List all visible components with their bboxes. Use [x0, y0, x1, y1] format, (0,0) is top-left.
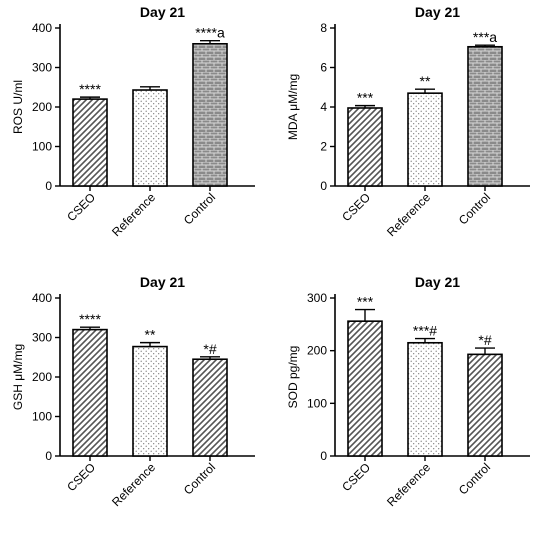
chart-title: Day 21 — [415, 274, 460, 290]
category-label: CSEO — [339, 460, 373, 494]
y-tick-label: 100 — [307, 396, 327, 410]
y-tick-label: 100 — [32, 140, 52, 154]
y-tick-label: 300 — [307, 291, 327, 305]
bar-cseo — [72, 98, 108, 187]
significance-label: *# — [478, 332, 491, 348]
ros-chart-panel: Day 21 ROS U/ml 0 100 200 300 400 **** CSEO Refer… — [0, 0, 275, 270]
y-tick-label: 200 — [32, 370, 52, 384]
category-label: CSEO — [64, 460, 98, 494]
y-tick-label: 0 — [320, 179, 327, 193]
category-label: Control — [181, 460, 218, 497]
y-tick-label: 0 — [320, 449, 327, 463]
significance-label: *# — [203, 341, 216, 357]
y-tick-label: 6 — [320, 61, 327, 75]
category-label: Reference — [109, 460, 158, 509]
significance-label: ***# — [413, 323, 437, 339]
category-label: Reference — [384, 460, 433, 509]
bar-reference — [407, 92, 443, 187]
bar-control — [192, 42, 228, 187]
significance-label: *** — [357, 90, 374, 106]
category-label: Control — [181, 190, 218, 227]
category-label: CSEO — [339, 190, 373, 224]
category-label: Reference — [384, 190, 433, 239]
y-axis-label: MDA μM/mg — [286, 74, 300, 140]
y-tick-label: 300 — [32, 331, 52, 345]
significance-label: *** — [357, 294, 374, 310]
sod-chart-panel: Day 21 SOD pg/mg 0 100 200 300 *** CSEO ***# Refe… — [275, 270, 550, 540]
y-tick-label: 0 — [45, 449, 52, 463]
y-tick-label: 200 — [32, 100, 52, 114]
category-label: Reference — [109, 190, 158, 239]
bar-reference — [132, 89, 168, 187]
mda-chart-panel: Day 21 MDA μM/mg 0 2 4 6 8 *** CSEO ** Reference **… — [275, 0, 550, 270]
y-tick-label: 400 — [32, 291, 52, 305]
y-tick-label: 200 — [307, 344, 327, 358]
bar-reference — [132, 345, 168, 457]
bar-reference — [407, 341, 443, 457]
bar-chart: Day 21 SOD pg/mg 0 100 200 300 *** CSEO ***# Refe… — [286, 274, 530, 509]
bar-control — [467, 45, 503, 187]
y-axis-label: SOD pg/mg — [286, 346, 300, 409]
y-tick-label: 4 — [320, 100, 327, 114]
y-tick-label: 100 — [32, 410, 52, 424]
significance-label: ****a — [195, 25, 225, 41]
gsh-chart-panel: Day 21 GSH μM/mg 0 100 200 300 400 **** CSEO ** Re… — [0, 270, 275, 540]
bar-chart: Day 21 MDA μM/mg 0 2 4 6 8 *** CSEO ** Reference **… — [286, 4, 530, 239]
significance-label: **** — [79, 81, 101, 97]
y-axis-label: ROS U/ml — [11, 80, 25, 134]
y-tick-label: 2 — [320, 140, 327, 154]
bar-chart: Day 21 GSH μM/mg 0 100 200 300 400 **** CSEO ** Re… — [11, 274, 255, 509]
chart-title: Day 21 — [140, 274, 185, 290]
category-label: Control — [456, 190, 493, 227]
chart-title: Day 21 — [415, 4, 460, 20]
y-tick-label: 0 — [45, 179, 52, 193]
bar-chart: Day 21 ROS U/ml 0 100 200 300 400 **** CSEO Refer… — [11, 4, 255, 239]
chart-title: Day 21 — [140, 4, 185, 20]
y-tick-label: 8 — [320, 21, 327, 35]
bar-cseo — [72, 328, 108, 457]
significance-label: ** — [145, 327, 156, 343]
bar-control — [192, 358, 228, 457]
category-label: Control — [456, 460, 493, 497]
significance-label: **** — [79, 311, 101, 327]
bar-control — [467, 353, 503, 457]
y-tick-label: 300 — [32, 61, 52, 75]
y-axis-label: GSH μM/mg — [11, 344, 25, 410]
significance-label: ***a — [473, 29, 497, 45]
significance-label: ** — [420, 73, 431, 89]
category-label: CSEO — [64, 190, 98, 224]
bar-cseo — [347, 320, 383, 457]
y-tick-label: 400 — [32, 21, 52, 35]
bar-cseo — [347, 107, 383, 187]
